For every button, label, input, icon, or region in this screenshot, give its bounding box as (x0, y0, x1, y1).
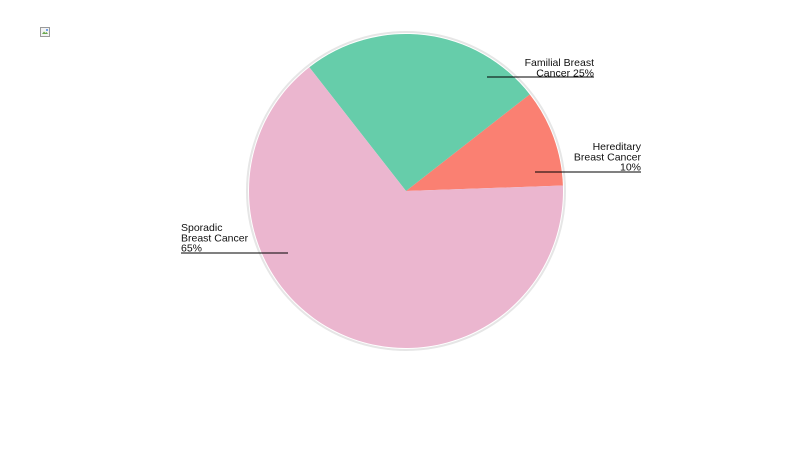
slice-label-2-line-1: Breast Cancer (181, 232, 249, 244)
slice-label-2-line-2: 65% (181, 243, 202, 255)
slice-label-1: Familial Breast Cancer 25% (525, 57, 595, 79)
pie-outline (246, 31, 566, 351)
pie-slice-1 (309, 33, 530, 191)
pie-slice-2 (249, 67, 564, 348)
broken-image-icon (40, 24, 50, 37)
slice-label-0-line-0: Hereditary (593, 141, 642, 153)
slice-label-2-line-0: Sporadic (181, 222, 222, 234)
slice-label-0-line-2: 10% (620, 162, 641, 174)
slice-label-0-line-1: Breast Cancer (574, 151, 642, 163)
slice-label-1-line-0: Familial Breast (525, 57, 595, 69)
slice-label-0: Hereditary Breast Cancer 10% (574, 141, 642, 174)
slice-label-1-line-1: Cancer 25% (536, 67, 594, 79)
pie-slice-0 (406, 94, 563, 191)
slice-label-2: Sporadic Breast Cancer 65% (181, 222, 249, 255)
